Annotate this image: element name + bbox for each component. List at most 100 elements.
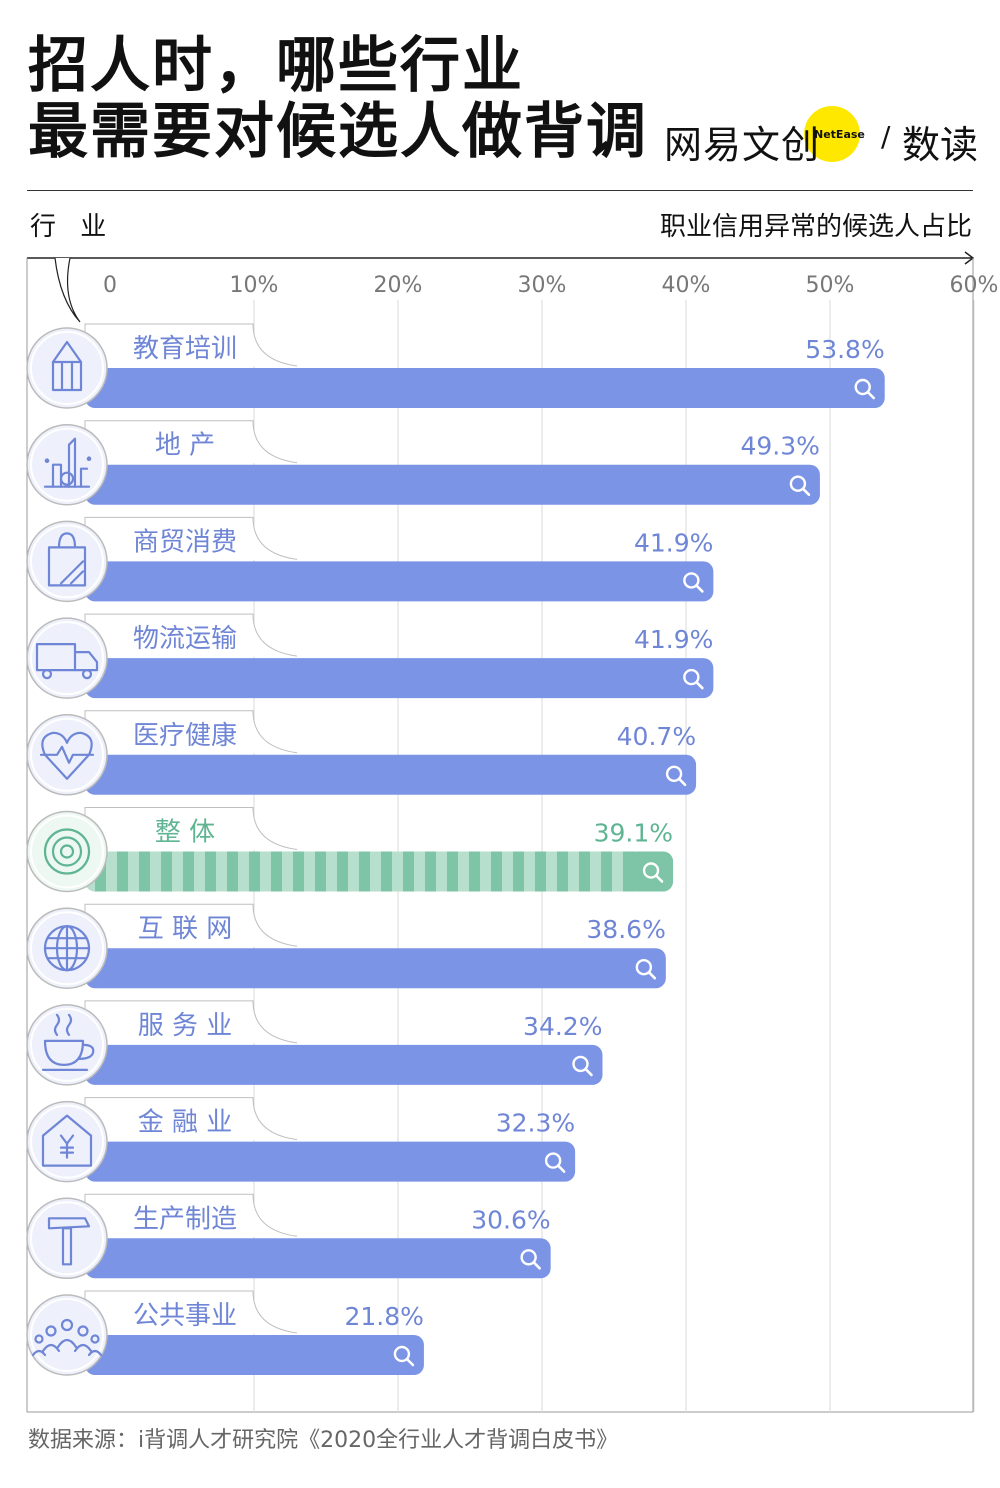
value-label: 21.8% — [344, 1302, 423, 1331]
bar-row: 金 融 业 32.3% — [26, 1097, 576, 1183]
bar-row: 整 体 39.1% — [26, 807, 674, 893]
value-label: 30.6% — [471, 1205, 550, 1234]
x-tick-label: 10% — [230, 273, 279, 298]
category-label: 生产制造 — [133, 1204, 237, 1234]
category-label: 商贸消费 — [133, 527, 237, 557]
bar-stripe — [425, 851, 436, 892]
brand-sub: 数读 — [902, 123, 979, 167]
bar — [85, 1044, 603, 1085]
x-tick-label: 50% — [806, 273, 855, 298]
search-icon — [642, 862, 660, 879]
brand-dot — [804, 106, 860, 162]
category-tab — [84, 323, 298, 368]
bar-row: 教育培训 53.8% — [26, 323, 885, 409]
x-tick-label: 60% — [950, 273, 999, 298]
people-icon — [31, 1318, 103, 1357]
truck-icon — [35, 642, 99, 680]
search-icon-handle — [654, 874, 664, 883]
heart-pulse-icon — [39, 731, 95, 780]
bar-stripe — [469, 851, 480, 892]
icon-badge — [26, 423, 108, 506]
category-tab — [84, 420, 298, 465]
search-icon-handle — [695, 584, 704, 593]
bar-stripe — [359, 851, 370, 892]
bar-stripe — [403, 851, 414, 892]
icon-badge — [26, 1197, 108, 1280]
bar-cap — [627, 851, 674, 892]
category-label: 金 融 业 — [138, 1108, 233, 1138]
x-tick-label: 30% — [518, 273, 567, 298]
value-label: 40.7% — [617, 722, 696, 751]
category-label: 服 务 业 — [138, 1011, 233, 1041]
value-label: 32.3% — [496, 1109, 575, 1138]
bar — [85, 464, 820, 505]
value-label: 41.9% — [634, 625, 713, 654]
search-icon — [520, 1249, 537, 1266]
bar-stripe — [139, 851, 150, 892]
bar-row: 生产制造 30.6% — [26, 1193, 551, 1280]
category-label: 物流运输 — [133, 624, 237, 654]
shopping-bag-icon — [47, 532, 87, 587]
value-label: 38.6% — [586, 915, 665, 944]
search-icon — [544, 1152, 562, 1169]
bar-stripe — [337, 851, 348, 892]
bar-stripe — [601, 851, 612, 892]
brand-logo: 网易文创 NetEase / 数读 — [664, 106, 984, 167]
bar-stripe — [513, 851, 524, 892]
bar-stripe — [491, 851, 502, 892]
search-icon-handle — [405, 1357, 415, 1367]
bar-stripe — [447, 851, 458, 892]
category-tab — [84, 1290, 298, 1335]
category-label: 整 体 — [155, 818, 215, 848]
bar — [85, 561, 714, 602]
bar-stripe — [161, 851, 172, 892]
data-source: 数据来源：i背调人才研究院《2020全行业人才背调白皮书》 — [28, 1428, 619, 1453]
bar — [85, 658, 714, 699]
category-tab — [84, 1193, 298, 1239]
bank-icon — [41, 1114, 93, 1167]
search-icon-handle — [584, 1067, 593, 1077]
bar-row: 地 产 49.3% — [26, 420, 820, 506]
bar — [85, 948, 666, 989]
search-icon-handle — [532, 1261, 541, 1270]
title-line-1: 招人时，哪些行业 — [28, 31, 524, 101]
bar — [85, 368, 885, 408]
value-label: 34.2% — [523, 1012, 602, 1041]
icon-badge — [26, 1294, 108, 1376]
category-tab — [84, 613, 298, 659]
category-tab — [84, 1097, 298, 1142]
city-icon — [43, 437, 92, 488]
search-icon — [683, 572, 700, 589]
hammer-icon — [47, 1217, 91, 1266]
y-axis-title: 行 业 — [30, 212, 115, 242]
x-tick-label: 0 — [103, 273, 117, 298]
category-label: 互 联 网 — [138, 914, 233, 944]
bar-row: 互 联 网 38.6% — [26, 903, 666, 989]
search-icon-handle — [695, 680, 704, 690]
coffee-cup-icon — [41, 1013, 95, 1072]
x-axis-title: 职业信用异常的候选人占比 — [659, 212, 972, 242]
brand-slash: / — [881, 120, 891, 153]
bar-stripe — [227, 851, 238, 892]
bar — [85, 1335, 424, 1375]
bar-stripe — [183, 851, 194, 892]
bar-stripe — [535, 851, 546, 892]
pencil-icon — [51, 340, 83, 392]
category-tab — [84, 807, 298, 852]
bar-stripe — [579, 851, 590, 892]
category-label: 地 产 — [155, 431, 215, 461]
label-callout — [54, 257, 81, 323]
icon-badge — [26, 1100, 108, 1183]
globe-icon — [43, 925, 91, 972]
search-icon — [683, 668, 700, 686]
x-tick-label: 20% — [374, 273, 423, 298]
search-icon-handle — [801, 487, 811, 497]
category-label: 教育培训 — [133, 334, 237, 364]
brand-en: NetEase — [814, 128, 865, 141]
bar-stripe — [315, 851, 326, 892]
bar — [85, 754, 697, 795]
title-line-2: 最需要对候选人做背调 — [28, 97, 648, 167]
search-icon — [854, 378, 871, 396]
value-label: 39.1% — [594, 819, 673, 848]
category-tab — [84, 710, 298, 755]
